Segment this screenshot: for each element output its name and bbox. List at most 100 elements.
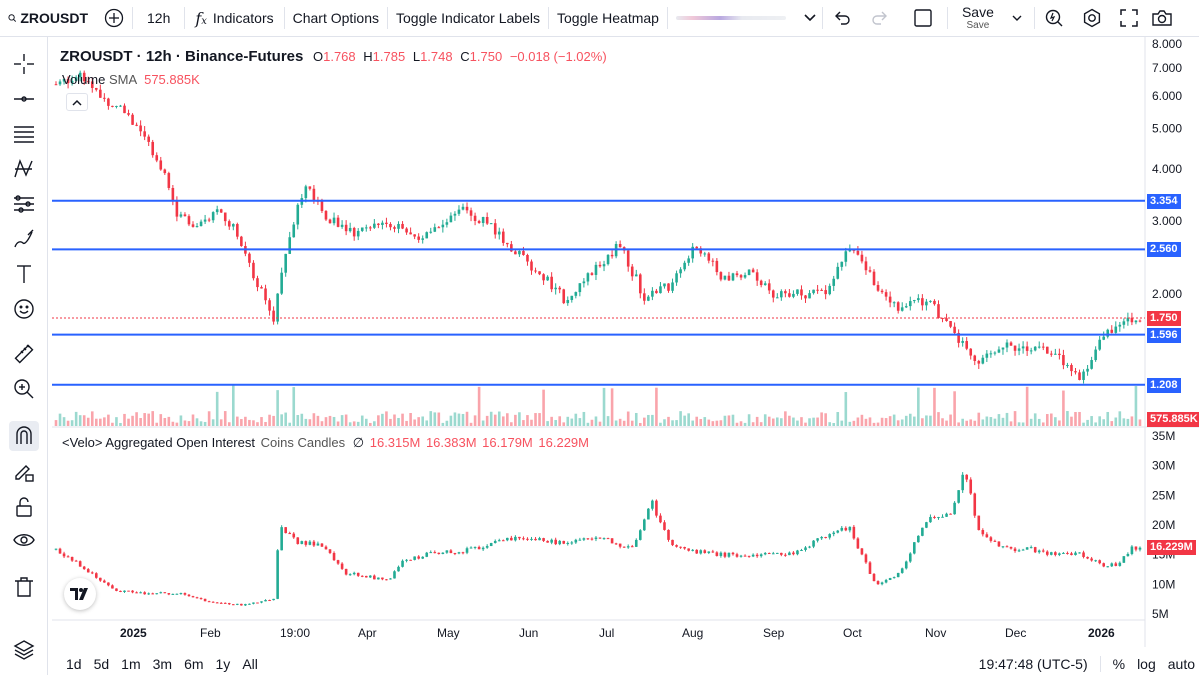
redo-button[interactable] [861,0,899,37]
zoom-tool-button[interactable] [9,374,39,404]
layout-button[interactable] [899,0,947,37]
chart-canvas[interactable]: 8.000 7.000 6.000 5.000 4.000 3.000 2.000 35M 30… [52,37,1199,647]
measure-tool-button[interactable] [9,339,39,369]
magnet-tool-button[interactable] [9,421,39,451]
volume-bar [864,418,868,426]
price-candle-body [236,224,239,237]
undo-button[interactable] [823,0,861,37]
forecast-tool-button[interactable] [9,189,39,219]
oi-candle-body [594,537,598,540]
range-button-1d[interactable]: 1d [66,656,82,672]
toggle-heatmap-button[interactable]: Toggle Heatmap [557,10,659,26]
text-icon [17,265,31,283]
price-candle-body [465,206,469,211]
chart-area[interactable]: 8.000 7.000 6.000 5.000 4.000 3.000 2.000 35M 30… [52,37,1199,647]
quick-search-button[interactable] [1035,0,1073,37]
fib-tool-button[interactable] [9,119,39,149]
price-candle-body [1029,350,1033,352]
range-button-1m[interactable]: 1m [121,656,141,672]
hide-drawings-button[interactable] [9,525,39,555]
quick-search-icon [1045,9,1063,27]
oi-candle-body [389,578,392,580]
oi-axis-tick: 25M [1152,488,1175,502]
oi-candle-body [957,490,960,503]
volume-bar [1086,419,1089,426]
price-candle-body [836,266,840,279]
oi-candle-body [606,538,610,540]
volume-bar [792,417,795,426]
stay-drawing-button[interactable] [9,457,39,487]
clock[interactable]: 19:47:48 (UTC-5) [978,656,1088,672]
range-button-3m[interactable]: 3m [152,656,173,672]
oi-candle-body [252,602,255,604]
lock-drawings-button[interactable] [9,492,39,522]
pattern-tool-button[interactable] [9,154,39,184]
oi-candle-body [308,541,312,545]
emoji-tool-button[interactable] [9,294,39,324]
volume-bar [570,418,574,426]
heatmap-gradient-slider[interactable] [668,0,798,37]
tradingview-logo[interactable] [64,578,96,610]
price-candle-body [880,290,884,293]
volume-bar [449,415,453,426]
price-candle-body [1110,329,1114,333]
gradient-dropdown-button[interactable] [798,0,822,37]
price-axis-tick: 3.000 [1152,214,1182,228]
interval-button[interactable]: 12h [147,10,171,26]
range-button-5d[interactable]: 5d [93,656,110,672]
oi-candle-body [723,552,727,557]
screenshot-button[interactable] [1147,0,1177,37]
price-candle-body [74,77,78,81]
save-menu-button[interactable] [1008,0,1026,37]
volume-bar [872,422,876,426]
volume-bar [1050,413,1053,426]
horizontal-levels[interactable] [52,199,1145,386]
price-candle-body [647,296,650,301]
volume-bar [836,412,840,426]
trend-line-tool-button[interactable] [9,84,39,114]
remove-drawings-button[interactable] [9,572,39,602]
volume-bar [155,422,159,426]
text-tool-button[interactable] [9,259,39,289]
volume-bar [788,415,791,426]
percent-scale-button[interactable]: % [1112,656,1126,672]
divider [666,7,668,29]
price-candle-body [771,290,775,298]
toggle-indicator-labels-button[interactable]: Toggle Indicator Labels [396,10,540,26]
price-candle-body [159,160,163,170]
range-button-1y[interactable]: 1y [215,656,231,672]
symbol-search-button[interactable]: ZROUSDT [0,0,96,37]
price-candle-body [828,285,831,295]
oi-candle-body [832,532,836,535]
compare-button[interactable] [96,0,132,37]
volume-bar [461,413,465,426]
oi-candle-body [949,513,952,515]
auto-scale-button[interactable]: auto [1167,656,1195,672]
collapse-legend-button[interactable] [66,93,88,111]
log-scale-button[interactable]: log [1137,656,1156,672]
price-candle-body [715,260,719,273]
oi-candle-body [683,547,686,549]
indicators-button[interactable]: fx Indicators [185,0,283,37]
volume-bar [481,420,485,426]
volume-bar [522,420,525,426]
brush-tool-button[interactable] [9,224,39,254]
fullscreen-button[interactable] [1111,0,1147,37]
level-price-tag: 2.560 [1147,242,1181,258]
price-candle-body [739,275,743,278]
oi-candle-body [1029,547,1033,549]
range-button-all[interactable]: All [242,656,258,672]
volume-bar [1070,416,1073,426]
oi-axis-tick: 20M [1152,518,1175,532]
range-button-6m[interactable]: 6m [184,656,204,672]
price-candle-body [1013,345,1017,351]
oi-candle-body [429,552,433,554]
oi-candle-body [1041,550,1045,552]
settings-button[interactable] [1073,0,1111,37]
brush-icon [14,229,34,248]
save-button[interactable]: Save Save [948,0,1008,37]
object-tree-button[interactable] [9,635,39,665]
crosshair-tool-button[interactable] [9,49,39,79]
price-candle-body [1009,342,1013,346]
chart-options-button[interactable]: Chart Options [292,10,379,26]
